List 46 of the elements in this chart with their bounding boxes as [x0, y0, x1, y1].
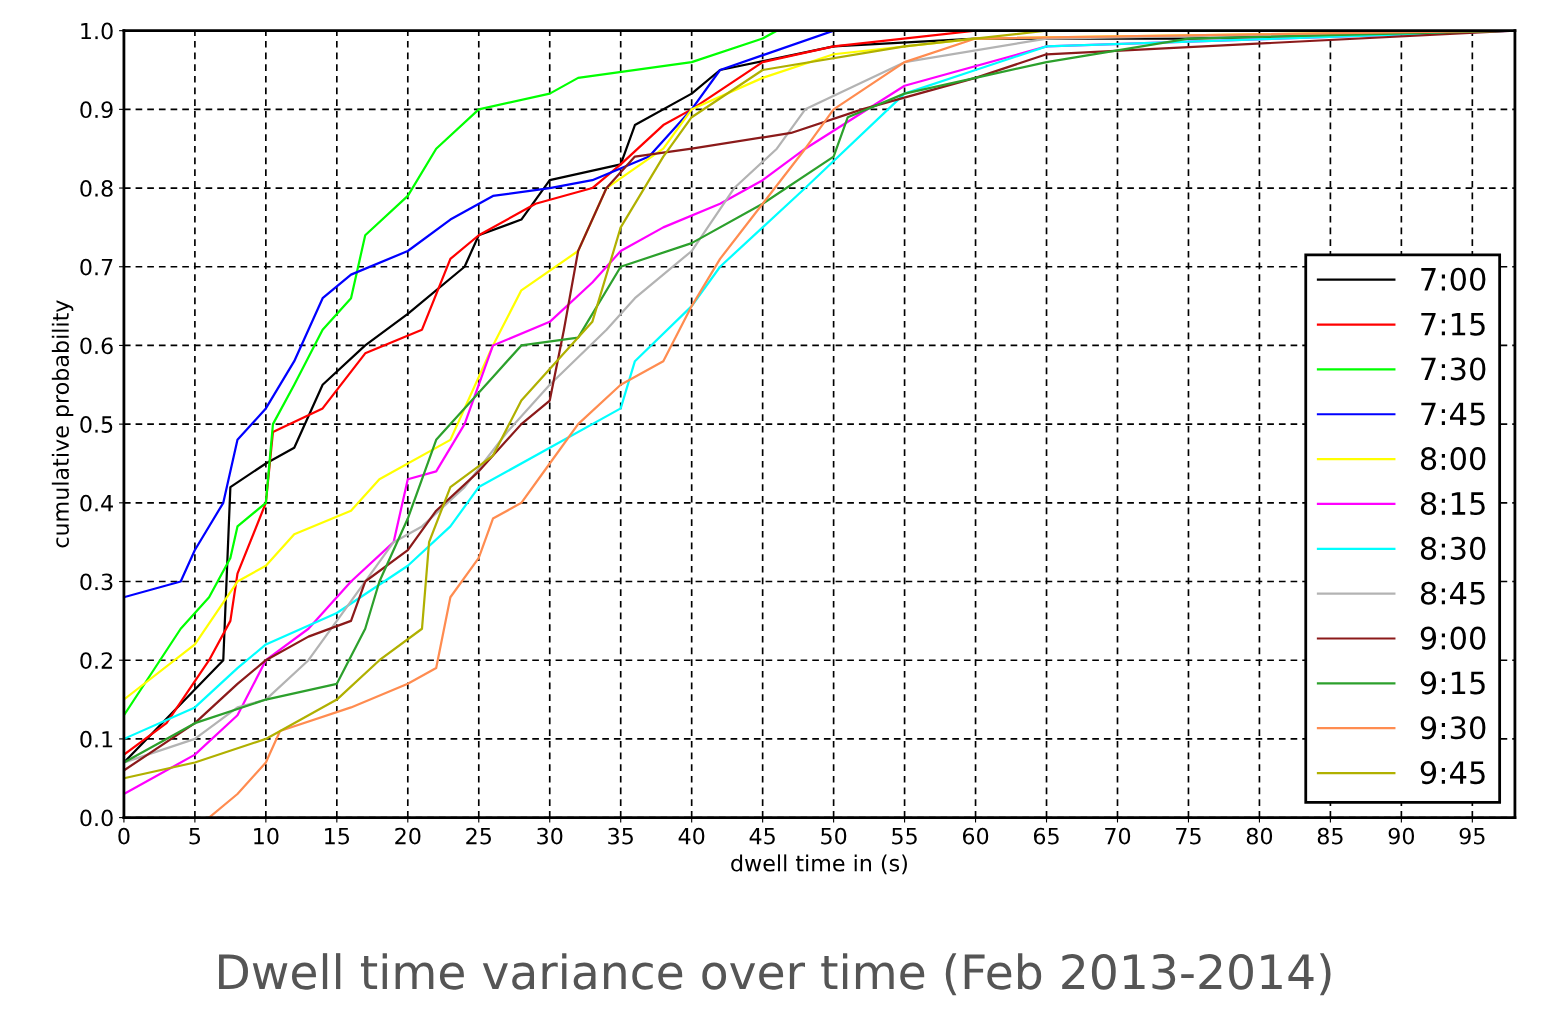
x-tick-label: 0: [118, 827, 130, 845]
x-axis-title: dwell time in (s): [731, 854, 907, 875]
legend-label: 7:30: [1421, 357, 1486, 381]
legend-label: 8:45: [1420, 581, 1485, 605]
y-tick-label: 0.1: [80, 730, 113, 748]
x-tick-label: 70: [1105, 827, 1131, 845]
legend-label: 8:00: [1420, 447, 1486, 471]
legend-label: 9:00: [1420, 626, 1486, 650]
legend-label: 9:15: [1420, 671, 1485, 695]
legend-label: 7:00: [1421, 267, 1486, 291]
x-tick-label: 40: [678, 827, 705, 845]
legend-label: 8:15: [1420, 491, 1485, 516]
legend-label: 9:30: [1420, 716, 1486, 740]
legend-label: 7:45: [1421, 402, 1485, 426]
y-tick-label: 0.4: [80, 494, 113, 512]
text: Dwell time variance over time (Feb 2013-2014): [219, 953, 1331, 996]
x-tick-label: 75: [1176, 828, 1201, 845]
x-tick-label: 65: [1033, 827, 1059, 845]
x-tick-label: 30: [537, 827, 563, 845]
y-tick-label: 0.0: [80, 809, 113, 827]
x-tick-label: 50: [821, 827, 847, 845]
x-tick-label: 95: [1459, 827, 1485, 845]
y-tick-label: 0.7: [80, 258, 113, 276]
x-tick-label: 80: [1246, 827, 1273, 845]
y-tick-label: 0.3: [80, 573, 113, 591]
legend-label: 8:30: [1420, 536, 1486, 560]
legend-label: 9:45: [1420, 761, 1485, 785]
x-tick-label: 85: [1317, 827, 1343, 845]
x-tick-label: 5: [189, 828, 201, 845]
y-tick-label: 1.0: [81, 22, 113, 40]
x-tick-label: 55: [892, 828, 917, 845]
y-tick-label: 0.5: [80, 416, 113, 433]
x-tick-label: 45: [749, 828, 775, 845]
y-tick-label: 0.8: [80, 180, 113, 197]
y-tick-label: 0.2: [80, 652, 112, 669]
x-tick-label: 60: [962, 827, 989, 845]
y-tick-label: 0.6: [80, 337, 113, 355]
legend-label: 7:15: [1421, 312, 1485, 336]
x-tick-label: 20: [395, 827, 421, 845]
x-tick-label: 15: [325, 828, 350, 845]
x-tick-label: 90: [1388, 827, 1415, 845]
y-tick-label: 0.9: [80, 101, 113, 119]
x-tick-label: 35: [608, 827, 633, 845]
x-tick-label: 10: [254, 827, 279, 845]
y-axis-title: cumulative probability: [51, 300, 74, 548]
x-tick-label: 25: [466, 827, 491, 845]
